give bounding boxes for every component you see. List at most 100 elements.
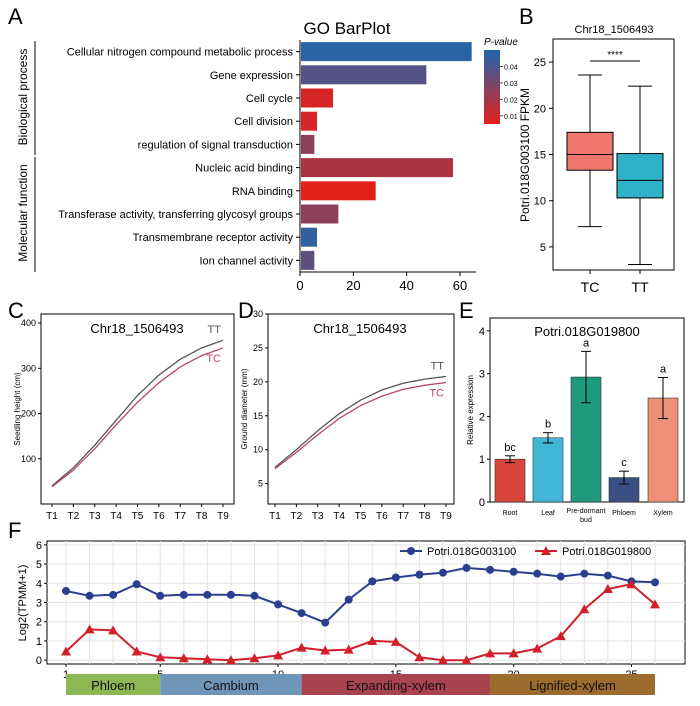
point-potri-018g003100 [109,590,118,599]
bar-rna-binding [301,181,376,201]
x-tick-label: T1 [46,511,58,522]
x-tick-label: T6 [153,511,165,522]
series-label-tc: TC [429,388,444,400]
legend-marker-potri-018g003100 [407,547,415,555]
panel-letter-e: E [459,298,474,323]
point-potri-018g003100 [344,595,353,604]
bar-transferase-activity-transferring-glycosyl-groups [301,204,339,224]
point-potri-018g019800 [367,635,378,645]
series-line-tt [274,375,447,468]
y-tick-label: 2 [479,411,485,423]
point-potri-018g019800 [84,624,95,634]
point-potri-018g019800 [131,646,142,656]
y-tick-label: 25 [253,343,263,353]
x-tick-label-tt: TT [631,279,649,295]
tissue-label-cambium: Cambium [203,678,259,693]
y-tick-label: 10 [253,445,263,455]
point-potri-018g019800 [343,644,354,654]
panel-d-ground-diameter: Chr18_1506493 Ground diameter (mm) 5 10 15… [240,309,455,522]
point-potri-018g019800 [273,650,284,660]
point-potri-018g019800 [414,652,425,662]
y-tick-label: 3 [479,369,485,381]
tissue-segment-cambium [160,674,302,695]
tissue-label-expanding-xylem: Expanding-xylem [346,678,446,693]
category-label: RNA binding [232,186,293,198]
x-tick-label: T9 [440,511,452,522]
x-tick-label: T7 [174,511,186,522]
point-potri-018g003100 [415,570,424,579]
x-tick-label-line2: bud [580,517,592,524]
y-tick-label: 400 [21,318,36,328]
y-tick-label: 0 [479,497,485,509]
point-potri-018g019800 [555,631,566,641]
legend-tick-label: 0.04 [504,64,518,71]
point-potri-018g003100 [368,577,377,586]
box-tc [566,131,614,171]
y-tick-label: 3 [36,598,42,610]
y-tick-label: 4 [36,578,42,590]
series-label-tc: TC [206,353,221,365]
category-label: Cell cycle [246,93,293,105]
legend-label-potri-018g003100: Potri.018G003100 [427,546,516,558]
panel-letter-b: B [519,4,534,29]
point-potri-018g003100 [226,590,235,599]
point-potri-018g003100 [462,563,471,572]
point-potri-018g019800 [320,645,331,655]
point-potri-018g019800 [155,652,166,662]
x-tick-label: T4 [110,511,122,522]
tissue-segment-phloem [66,674,161,695]
point-potri-018g003100 [321,618,330,627]
legend-tick-label: 0.03 [504,81,518,88]
point-potri-018g003100 [651,578,659,587]
x-tick-label: Leaf [541,510,555,517]
x-tick-label: T1 [269,511,281,522]
point-potri-018g003100 [274,600,283,609]
series-line-tt [51,339,224,487]
x-tick-label: T5 [132,511,144,522]
point-potri-018g003100 [556,572,565,581]
series-line-tc [274,381,447,470]
x-tick-label: T2 [291,511,303,522]
point-potri-018g003100 [438,568,447,577]
panel-letter-f: F [8,518,21,543]
panel-b-sig-label: **** [607,50,623,61]
point-potri-018g019800 [626,579,637,589]
bar-transmembrane-receptor-activity [301,227,317,247]
y-tick-label: 200 [21,409,36,419]
bar-gene-expression [301,65,427,85]
point-potri-018g019800 [249,653,260,663]
legend-tick-label: 0.01 [504,114,518,121]
point-potri-018g019800 [390,636,401,646]
tissue-segment-lignified-xylem [490,674,655,695]
panel-b-y-label: Potri.018G003100 FPKM [518,88,532,222]
legend-label-potri-018g019800: Potri.018G019800 [562,546,651,558]
point-potri-018g003100 [297,609,306,618]
point-potri-018g003100 [62,586,70,595]
point-potri-018g003100 [391,573,400,582]
panel-c-seedling-height: Chr18_1506493 Seedling height (cm) 100 20… [13,313,235,522]
y-tick-label: 10 [534,196,546,208]
category-label: Gene expression [210,70,293,82]
y-tick-label: 5 [258,479,263,489]
bar-cellular-nitrogen-compound-metabolic-process [301,42,472,62]
panel-letter-a: A [8,4,23,29]
point-potri-018g003100 [603,571,612,580]
point-potri-018g003100 [250,591,259,600]
point-potri-018g019800 [202,654,213,664]
panel-a-legend-title: P-value [484,37,518,48]
panel-letter-c: C [8,298,24,323]
y-tick-label: 20 [253,377,263,387]
significance-letter: c [621,457,627,469]
bar-ion-channel-activity [301,250,315,270]
point-potri-018g003100 [179,590,188,599]
category-label: regulation of signal transduction [138,139,293,151]
x-tick-label: T5 [355,511,367,522]
panel-c-y-label: Seedling height (cm) [13,372,22,446]
x-tick-label: T2 [68,511,80,522]
x-tick-label: T3 [89,511,101,522]
point-potri-018g019800 [437,655,448,665]
y-tick-label: 15 [534,150,546,162]
y-tick-label: 25 [534,57,546,69]
point-potri-018g019800 [296,642,307,652]
